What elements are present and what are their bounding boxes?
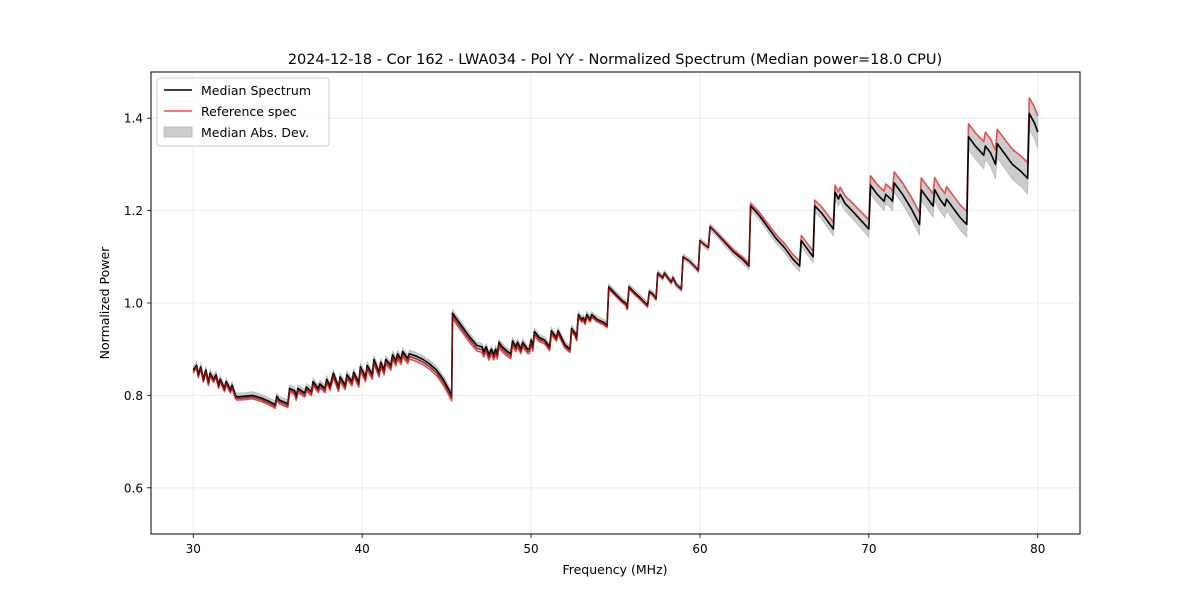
reference-spectrum-line <box>192 97 1039 410</box>
x-axis: 30 40 50 60 70 80 <box>186 534 1045 556</box>
overlap-line <box>192 204 752 408</box>
x-tick-label: 50 <box>523 542 538 556</box>
median-spectrum-line <box>192 112 1039 406</box>
x-tick-label: 70 <box>861 542 876 556</box>
legend-swatch-mad <box>163 126 193 138</box>
chart-title: 2024-12-18 - Cor 162 - LWA034 - Pol YY -… <box>288 52 942 68</box>
x-axis-label: Frequency (MHz) <box>562 562 667 577</box>
x-tick-label: 40 <box>354 542 369 556</box>
y-axis: 0.6 0.8 1.0 1.2 1.4 <box>124 112 151 495</box>
legend-label-reference: Reference spec <box>201 104 297 119</box>
y-tick-label: 1.2 <box>124 204 143 218</box>
legend-label-median: Median Spectrum <box>201 83 311 98</box>
legend-box <box>156 77 330 147</box>
x-tick-label: 80 <box>1030 542 1045 556</box>
y-tick-label: 1.4 <box>124 112 143 126</box>
y-tick-label: 1.0 <box>124 297 143 311</box>
plot-area <box>192 96 1039 410</box>
x-tick-label: 30 <box>186 542 201 556</box>
y-tick-label: 0.8 <box>124 389 143 403</box>
y-tick-label: 0.6 <box>124 481 143 495</box>
x-tick-label: 60 <box>692 542 707 556</box>
legend-label-mad: Median Abs. Dev. <box>201 125 309 140</box>
legend: Median Spectrum Reference spec Median Ab… <box>156 77 330 147</box>
y-axis-label: Normalized Power <box>97 246 112 360</box>
